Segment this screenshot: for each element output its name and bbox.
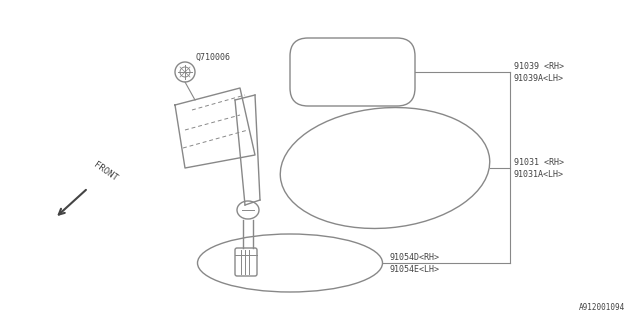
- Text: FRONT: FRONT: [92, 160, 119, 183]
- Text: 91054D<RH>: 91054D<RH>: [390, 252, 440, 261]
- Text: 91031A<LH>: 91031A<LH>: [514, 170, 564, 179]
- Text: 91039A<LH>: 91039A<LH>: [514, 74, 564, 83]
- Text: 91039 <RH>: 91039 <RH>: [514, 61, 564, 70]
- Text: Q710006: Q710006: [196, 53, 231, 62]
- Text: A912001094: A912001094: [579, 303, 625, 312]
- Text: 91054E<LH>: 91054E<LH>: [390, 266, 440, 275]
- Text: 91031 <RH>: 91031 <RH>: [514, 157, 564, 166]
